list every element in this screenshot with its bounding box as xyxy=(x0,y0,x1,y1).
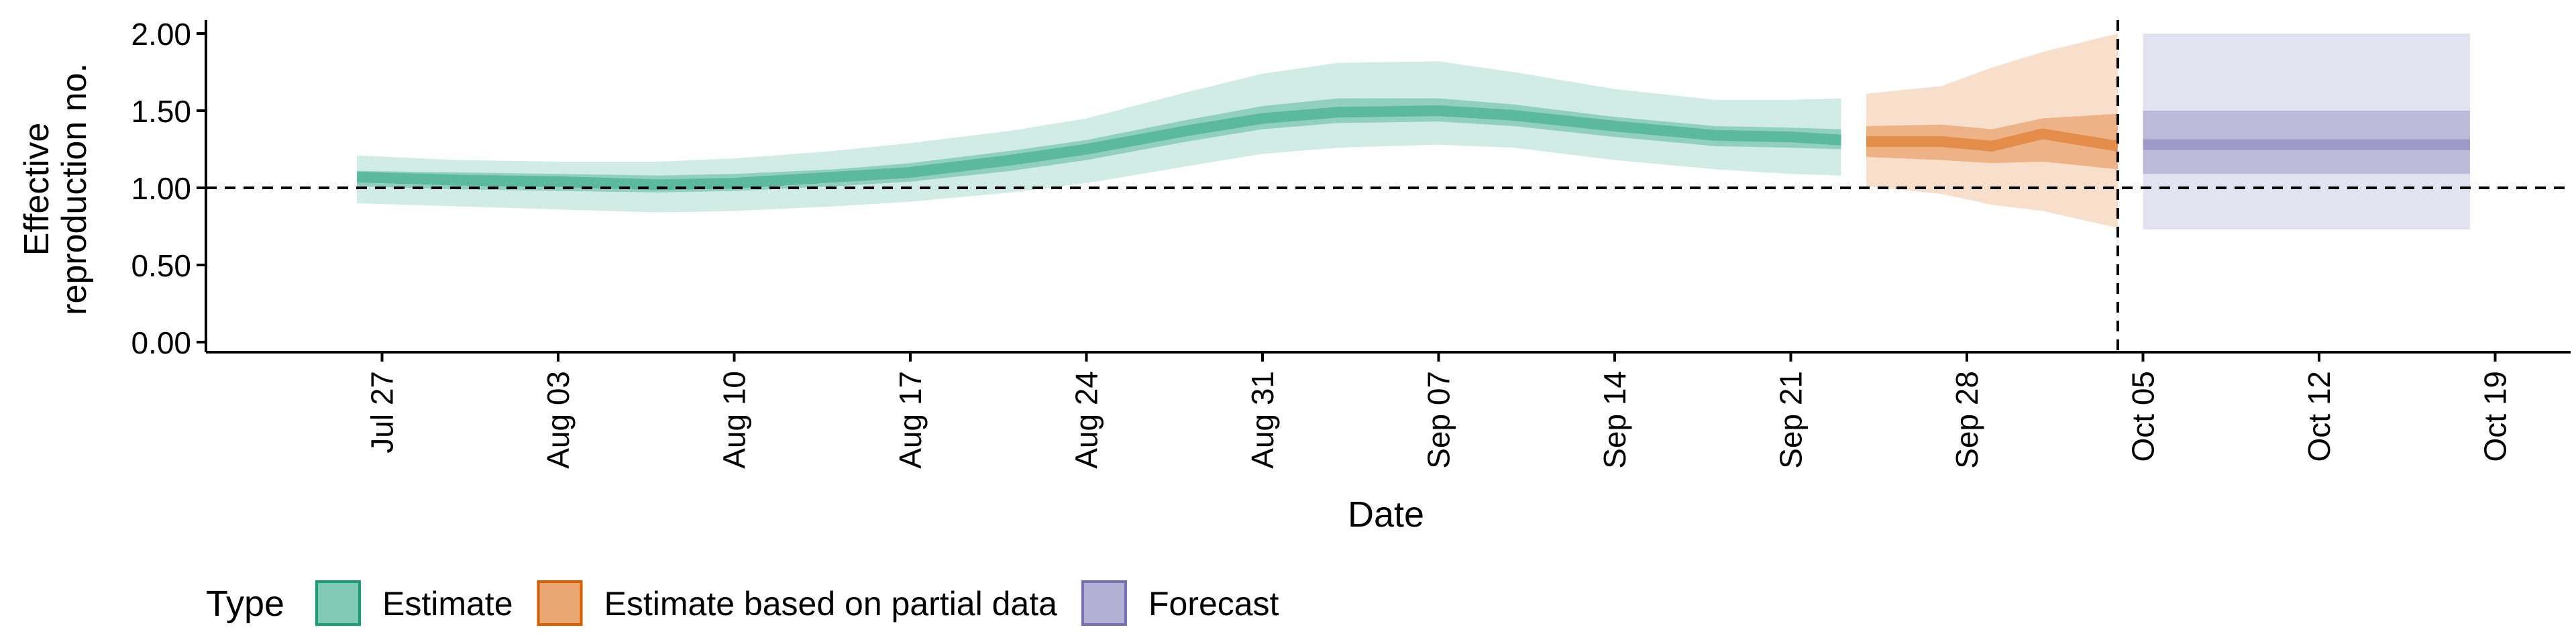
x-tick-label: Aug 10 xyxy=(717,371,752,469)
x-tick-label: Jul 27 xyxy=(365,371,400,453)
legend-label-2: Estimate based on partial data xyxy=(604,585,1058,623)
legend-label-1: Estimate xyxy=(382,585,513,623)
x-axis-label: Date xyxy=(1348,494,1424,535)
x-tick-label: Oct 19 xyxy=(2478,371,2513,462)
legend-items: Estimate Estimate based on partial data Fo… xyxy=(315,580,1279,626)
series-1-median xyxy=(356,105,1841,191)
x-tick-label: Sep 28 xyxy=(1949,371,1984,469)
y-axis-label-line-2: reproduction no. xyxy=(55,63,94,315)
y-axis-ticks: 0.00 0.50 1.00 1.50 2.00 xyxy=(131,17,206,360)
legend-title: Type xyxy=(206,584,284,624)
legend-key-1 xyxy=(315,580,361,626)
series-2-band-50 xyxy=(1866,113,2118,170)
legend: Type Estimate Estimate based on partial d… xyxy=(206,580,1279,626)
series-bands xyxy=(356,34,2470,230)
y-tick-label: 1.50 xyxy=(131,94,191,129)
x-tick-label: Sep 07 xyxy=(1421,371,1456,469)
x-tick-label: Oct 05 xyxy=(2126,371,2161,462)
y-tick-label: 0.00 xyxy=(131,325,191,360)
x-tick-label: Sep 21 xyxy=(1774,371,1809,469)
legend-key-2 xyxy=(537,580,583,626)
y-tick-label: 1.00 xyxy=(131,171,191,206)
series-2-band-90 xyxy=(1866,34,2118,228)
y-axis-label-line-1: Effective xyxy=(17,123,56,256)
series-1-band-90 xyxy=(357,61,1841,213)
x-tick-label: Sep 14 xyxy=(1597,371,1632,469)
x-tick-label: Oct 12 xyxy=(2302,371,2337,462)
series-1-band-50 xyxy=(357,98,1841,193)
legend-label-3: Forecast xyxy=(1148,585,1279,623)
legend-key-3 xyxy=(1081,580,1127,626)
series-3-band-50 xyxy=(2143,111,2470,174)
axes xyxy=(205,20,2571,354)
x-tick-label: Aug 24 xyxy=(1069,371,1104,469)
x-tick-label: Aug 31 xyxy=(1245,371,1280,469)
y-tick-label: 2.00 xyxy=(131,17,191,52)
x-axis-ticks: Jul 27 Aug 03 Aug 10 Aug 17 Aug 24 Aug 31 Sep … xyxy=(365,352,2513,469)
series-3-band-90 xyxy=(2143,34,2470,230)
y-tick-label: 0.50 xyxy=(131,248,191,283)
series-2-median xyxy=(1866,128,2119,152)
x-tick-label: Aug 17 xyxy=(893,371,928,469)
x-tick-label: Aug 03 xyxy=(541,371,576,469)
